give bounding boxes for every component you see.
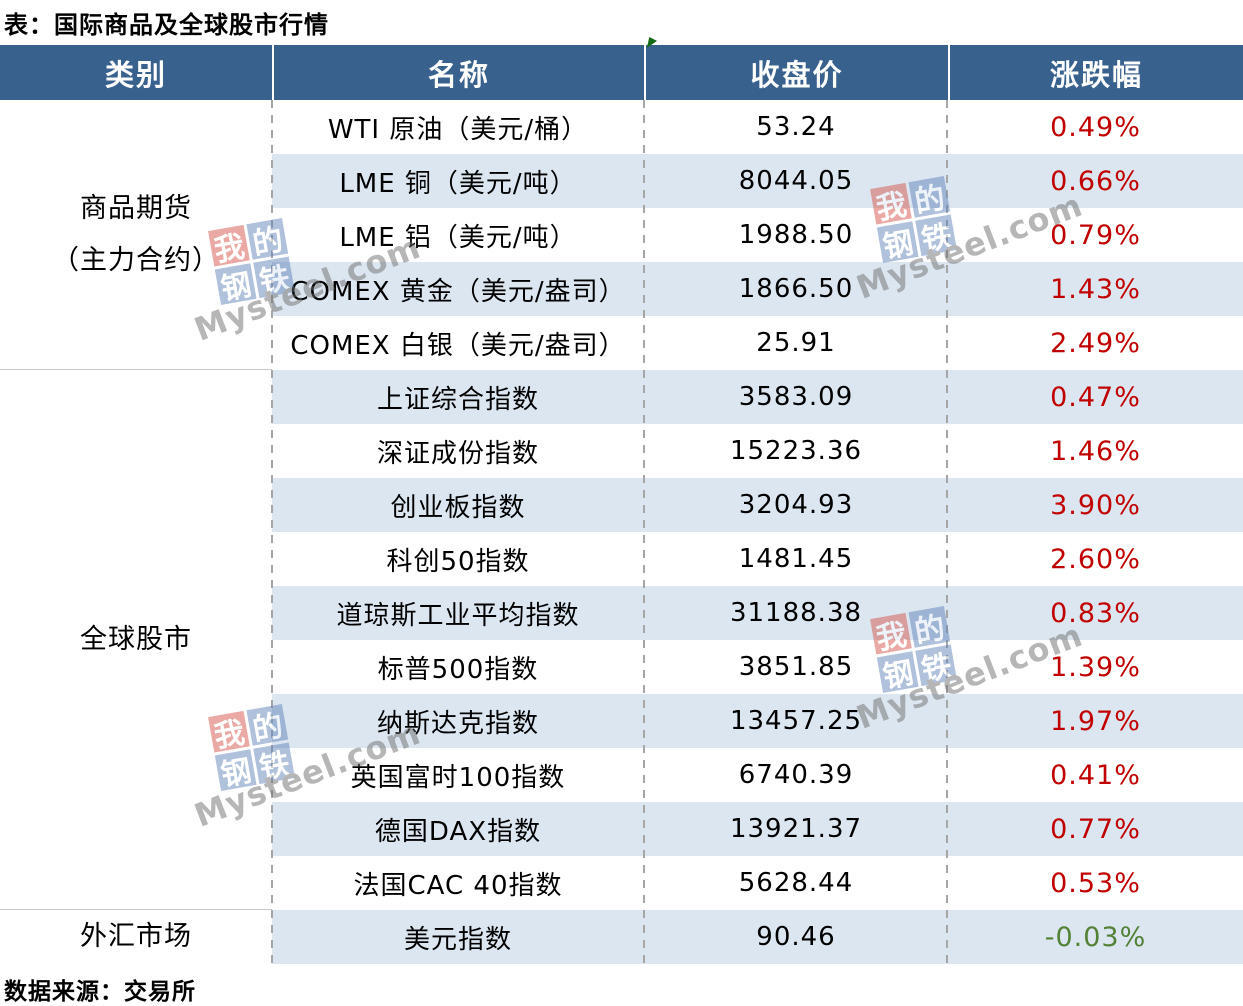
table-row: 美元指数 90.46 -0.03% [272, 910, 1243, 964]
category-forex-market: 外汇市场 [0, 910, 272, 964]
closing-price: 1988.50 [738, 220, 854, 250]
change-percent: 1.46% [1050, 435, 1141, 467]
instrument-name: 英国富时100指数 [350, 762, 566, 793]
change-percent: 0.79% [1050, 219, 1141, 251]
table-row: 法国CAC 40指数 5628.44 0.53% [272, 856, 1243, 910]
table-row: LME 铜（美元/吨） 8044.05 0.66% [272, 154, 1243, 208]
closing-price: 90.46 [756, 922, 836, 952]
change-percent: 0.66% [1050, 165, 1141, 197]
table-row: 创业板指数 3204.93 3.90% [272, 478, 1243, 532]
table-row: 德国DAX指数 13921.37 0.77% [272, 802, 1243, 856]
table-row: WTI 原油（美元/桶） 53.24 0.49% [272, 100, 1243, 154]
rows-container: WTI 原油（美元/桶） 53.24 0.49% LME 铜（美元/吨） 8044.05… [272, 100, 1243, 964]
change-percent: 1.43% [1050, 273, 1141, 305]
closing-price: 3583.09 [738, 382, 854, 412]
change-percent: 2.49% [1050, 327, 1141, 359]
instrument-name: 科创50指数 [386, 546, 530, 577]
data-source: 数据来源：交易所 [4, 979, 196, 1005]
table-row: 标普500指数 3851.85 1.39% [272, 640, 1243, 694]
change-percent: 0.83% [1050, 597, 1141, 629]
green-flag-icon [646, 37, 657, 48]
table-row: 上证综合指数 3583.09 0.47% [272, 370, 1243, 424]
table-row: 英国富时100指数 6740.39 0.41% [272, 748, 1243, 802]
table-row: 深证成份指数 15223.36 1.46% [272, 424, 1243, 478]
table-row: COMEX 白银（美元/盎司） 25.91 2.49% [272, 316, 1243, 370]
table-row: 纳斯达克指数 13457.25 1.97% [272, 694, 1243, 748]
category-commodity-futures: 商品期货 （主力合约） [0, 100, 272, 370]
page-title: 表：国际商品及全球股市行情 [4, 11, 329, 39]
table-row: LME 铝（美元/吨） 1988.50 0.79% [272, 208, 1243, 262]
change-percent: 0.53% [1050, 867, 1141, 899]
instrument-name: 纳斯达克指数 [376, 708, 539, 739]
table-row: 道琼斯工业平均指数 31188.38 0.83% [272, 586, 1243, 640]
closing-price: 25.91 [756, 328, 836, 358]
header-change-pct: 涨跌幅 [948, 45, 1243, 100]
closing-price: 3851.85 [738, 652, 854, 682]
instrument-name: 创业板指数 [390, 492, 526, 523]
closing-price: 13457.25 [729, 706, 863, 736]
market-table: 类别 名称 收盘价 涨跌幅 商品期货 （主力合约） 全球股市 外汇市场 WTI … [0, 37, 1243, 964]
closing-price: 3204.93 [738, 490, 854, 520]
category-global-stocks: 全球股市 [0, 370, 272, 910]
instrument-name: 美元指数 [403, 924, 512, 955]
header-name: 名称 [272, 45, 644, 100]
instrument-name: COMEX 白银（美元/盎司） [290, 330, 626, 361]
closing-price: 8044.05 [738, 166, 854, 196]
closing-price: 13921.37 [729, 814, 863, 844]
closing-price: 5628.44 [738, 868, 854, 898]
closing-price: 31188.38 [729, 598, 863, 628]
column-divider [271, 100, 273, 964]
change-percent: 0.41% [1050, 759, 1141, 791]
table-header-row: 类别 名称 收盘价 涨跌幅 [0, 37, 1243, 100]
instrument-name: 道琼斯工业平均指数 [336, 600, 580, 631]
change-percent: 3.90% [1050, 489, 1141, 521]
instrument-name: 深证成份指数 [376, 438, 539, 469]
change-percent: 0.49% [1050, 111, 1141, 143]
header-closing-price: 收盘价 [644, 45, 948, 100]
column-divider [946, 100, 948, 964]
change-percent: 1.97% [1050, 705, 1141, 737]
change-percent: -0.03% [1044, 921, 1147, 953]
change-percent: 0.77% [1050, 813, 1141, 845]
closing-price: 1481.45 [738, 544, 854, 574]
instrument-name: 德国DAX指数 [374, 816, 542, 847]
instrument-name: 上证综合指数 [376, 384, 539, 415]
instrument-name: 标普500指数 [377, 654, 539, 685]
table-row: COMEX 黄金（美元/盎司） 1866.50 1.43% [272, 262, 1243, 316]
instrument-name: LME 铜（美元/吨） [339, 168, 577, 199]
table-body: 商品期货 （主力合约） 全球股市 外汇市场 WTI 原油（美元/桶） 53.24 0… [0, 100, 1243, 964]
header-category: 类别 [104, 57, 167, 92]
change-percent: 2.60% [1050, 543, 1141, 575]
instrument-name: LME 铝（美元/吨） [339, 222, 577, 253]
column-divider [643, 100, 645, 964]
closing-price: 15223.36 [729, 436, 863, 466]
change-percent: 1.39% [1050, 651, 1141, 683]
category-column: 商品期货 （主力合约） 全球股市 外汇市场 [0, 100, 272, 964]
closing-price: 53.24 [756, 112, 836, 142]
instrument-name: 法国CAC 40指数 [353, 870, 563, 901]
change-percent: 0.47% [1050, 381, 1141, 413]
closing-price: 6740.39 [738, 760, 854, 790]
instrument-name: COMEX 黄金（美元/盎司） [290, 276, 626, 307]
table-row: 科创50指数 1481.45 2.60% [272, 532, 1243, 586]
closing-price: 1866.50 [738, 274, 854, 304]
instrument-name: WTI 原油（美元/桶） [327, 114, 589, 145]
